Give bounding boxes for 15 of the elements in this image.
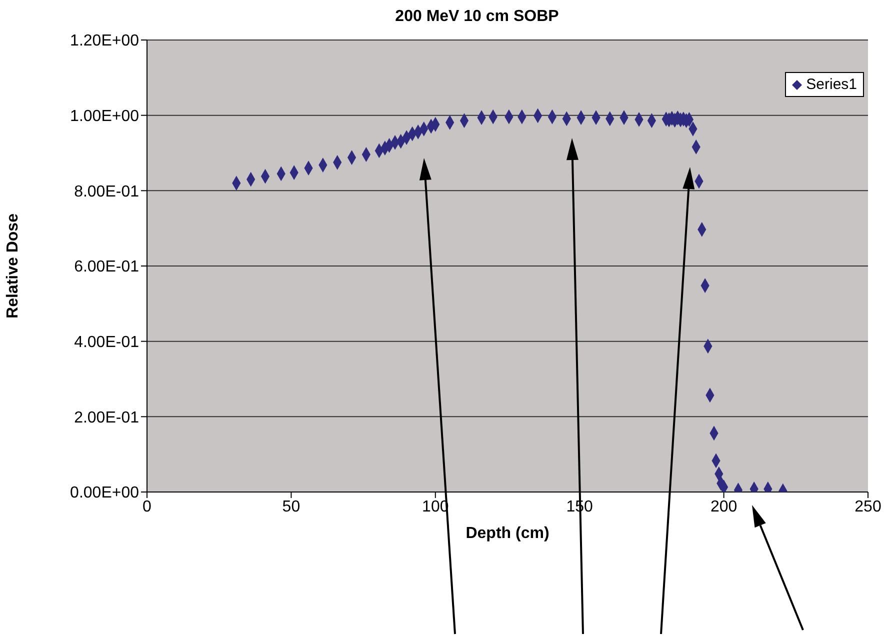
y-tick-label: 1.00E+00: [70, 108, 140, 126]
y-tick-label: 4.00E-01: [74, 334, 140, 352]
y-tick-label: 6.00E-01: [74, 258, 140, 276]
y-tick-label: 2.00E-01: [74, 409, 140, 426]
x-tick-label: 0: [142, 498, 152, 516]
x-tick-label: 250: [854, 498, 882, 516]
legend-label: Series1: [806, 76, 857, 93]
x-tick-label: 50: [282, 498, 300, 516]
y-axis-title: Relative Dose: [4, 213, 22, 318]
chart-title: 200 MeV 10 cm SOBP: [394, 8, 560, 26]
y-tick-label: 0.00E+00: [70, 484, 140, 502]
x-axis-title: Depth (cm): [466, 525, 550, 542]
y-tick-label: 8.00E-01: [74, 183, 140, 200]
x-tick-label: 200: [710, 498, 738, 516]
y-tick-label: 1.20E+00: [70, 32, 140, 50]
